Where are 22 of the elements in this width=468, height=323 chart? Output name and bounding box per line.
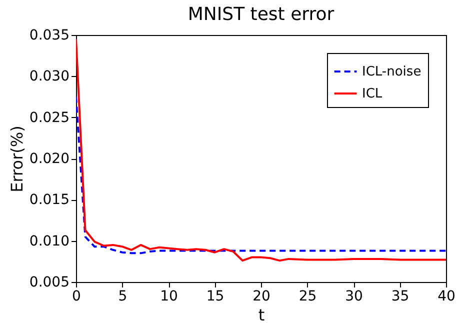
y-tick-label: 0.005 — [29, 274, 70, 290]
y-tick-label: 0.020 — [29, 151, 70, 167]
x-tick-label: 30 — [345, 288, 363, 304]
x-tick-label: 35 — [391, 288, 410, 304]
y-tick-label: 0.035 — [29, 28, 70, 44]
x-tick-label: 15 — [206, 288, 224, 304]
chart-title: MNIST test error — [188, 4, 335, 25]
x-axis-title: t — [258, 306, 265, 323]
y-tick-label: 0.015 — [29, 192, 70, 208]
legend-label: ICL-noise — [362, 64, 422, 80]
x-tick-label: 40 — [438, 288, 456, 304]
legend-label: ICL — [362, 86, 383, 102]
x-tick-label: 20 — [252, 288, 270, 304]
x-tick-label: 0 — [72, 288, 81, 304]
y-axis-title: Error(%) — [7, 126, 26, 192]
y-tick-label: 0.010 — [29, 233, 70, 250]
x-tick-label: 5 — [118, 288, 128, 304]
y-tick-label: 0.030 — [29, 68, 70, 85]
x-tick-label: 25 — [298, 288, 317, 304]
line-series — [76, 38, 446, 262]
y-tick-label: 0.025 — [29, 110, 70, 126]
x-tick-label: 10 — [160, 288, 178, 304]
